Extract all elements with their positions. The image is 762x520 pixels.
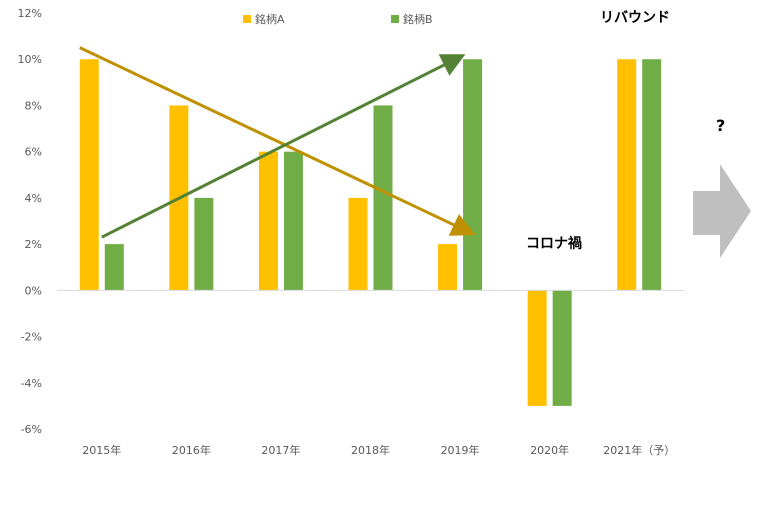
y-tick-label: 4% [25,192,42,205]
legend-label-a: 銘柄A [255,12,285,26]
x-tick-label: 2015年 [82,443,121,457]
legend-swatch-b [391,15,399,23]
bar-b [642,59,662,291]
bars [79,59,662,406]
x-tick-label: 2019年 [441,443,480,457]
trend-arrow-b [101,54,466,239]
x-tick-label: 2017年 [261,443,300,457]
y-tick-label: -2% [21,331,42,344]
x-tick-label: 2020年 [530,443,569,457]
x-tick-label: 2021年（予） [603,443,675,457]
annotation-covid: コロナ禍 [526,235,582,252]
y-tick-label: 6% [25,146,42,159]
bar-b [194,197,214,291]
x-tick-label: 2016年 [172,443,211,457]
y-tick-label: 8% [25,99,42,112]
y-tick-label: -4% [21,377,42,390]
trend-arrow-a [79,46,476,236]
bar-b [283,151,303,291]
bar-a [438,244,458,291]
future-arrow-shape [693,164,751,258]
bar-a [617,59,637,291]
annotation-rebound: リバウンド [600,10,670,26]
y-tick-label: -6% [21,423,42,436]
y-tick-label: 0% [25,284,42,297]
y-tick-label: 10% [18,53,42,66]
legend-swatch-a [243,15,251,23]
bar-b [552,290,572,406]
bar-a [527,290,547,406]
y-axis-ticks: 12% 10% 8% 6% 4% 2% 0% -2% -4% -6% [18,7,42,436]
trend-arrows [79,46,476,239]
y-tick-label: 2% [25,238,42,251]
legend: 銘柄A 銘柄B [243,12,433,26]
x-tick-label: 2018年 [351,443,390,457]
bar-b [463,59,483,291]
legend-label-b: 銘柄B [403,12,433,26]
annotation-question: ? [716,116,725,135]
y-tick-label: 12% [18,7,42,20]
bar-b [373,105,393,291]
bar-a [79,59,99,291]
bar-a [348,197,368,291]
bar-a [258,151,278,291]
x-axis-ticks: 2015年 2016年 2017年 2018年 2019年 2020年 2021年（予） [82,443,675,457]
bar-b [104,244,124,291]
